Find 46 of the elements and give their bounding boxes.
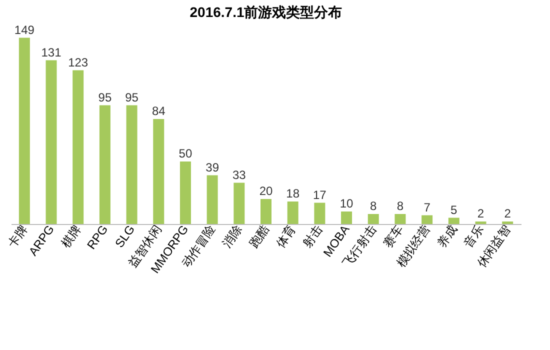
bar — [18, 38, 30, 224]
bar — [99, 105, 110, 224]
x-tick-label: 赛车 — [380, 222, 406, 250]
data-label: 10 — [340, 196, 354, 210]
data-label: 123 — [68, 55, 88, 70]
x-tick-label: 卡牌 — [4, 222, 30, 250]
bar — [72, 70, 84, 224]
data-label: 95 — [125, 90, 139, 104]
bar — [394, 214, 406, 224]
bar — [260, 199, 272, 224]
data-label: 33 — [232, 168, 246, 182]
x-tick-label: 体育 — [273, 222, 299, 250]
data-label: 17 — [313, 188, 327, 202]
bar — [46, 60, 57, 224]
data-label: 149 — [14, 22, 35, 37]
x-tick-label: 跑酷 — [246, 222, 272, 250]
bar — [341, 212, 352, 224]
bar — [153, 119, 164, 224]
data-label: 39 — [206, 160, 220, 174]
chart-title: 2016.7.1前游戏类型分布 — [190, 4, 342, 20]
data-label: 8 — [396, 199, 404, 213]
bar — [206, 175, 218, 224]
data-label: 50 — [178, 146, 192, 160]
data-label: 2 — [504, 206, 512, 220]
data-label: 18 — [286, 186, 300, 200]
bar — [126, 105, 138, 224]
data-label: 95 — [98, 90, 112, 104]
x-tick-label: 棋牌 — [58, 222, 84, 250]
bar — [234, 182, 245, 224]
bar — [448, 218, 460, 224]
data-label: 5 — [450, 202, 458, 217]
data-label: 2 — [477, 206, 484, 220]
bar — [180, 162, 191, 224]
x-tick-label: 消除 — [220, 222, 245, 250]
data-label: 7 — [424, 200, 431, 214]
x-tick-label: 音乐 — [461, 222, 486, 250]
x-tick-label: 射击 — [300, 222, 326, 250]
bar — [314, 202, 326, 224]
bar — [368, 214, 379, 224]
bar — [422, 215, 433, 224]
data-label: 131 — [41, 45, 62, 60]
bar — [287, 202, 298, 224]
x-tick-label: 养成 — [434, 222, 460, 250]
data-label: 84 — [152, 104, 166, 118]
data-label: 8 — [370, 199, 378, 213]
data-label: 20 — [259, 184, 273, 198]
